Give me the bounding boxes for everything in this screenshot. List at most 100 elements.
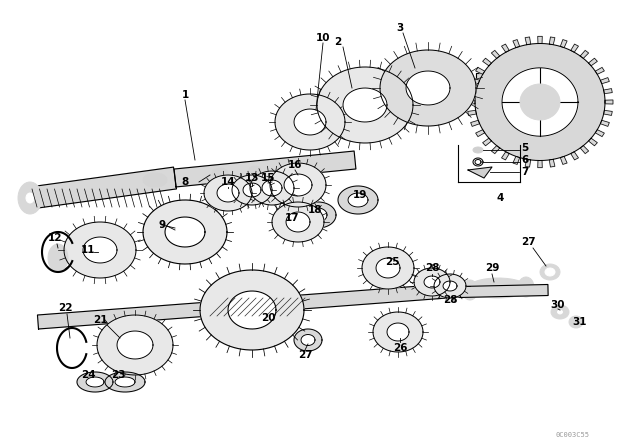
Text: 17: 17 bbox=[285, 213, 300, 223]
Polygon shape bbox=[476, 67, 484, 74]
Ellipse shape bbox=[557, 310, 563, 314]
Polygon shape bbox=[270, 163, 326, 207]
Polygon shape bbox=[309, 208, 327, 222]
Polygon shape bbox=[115, 377, 135, 387]
Polygon shape bbox=[549, 37, 555, 45]
Polygon shape bbox=[549, 159, 555, 167]
Polygon shape bbox=[204, 175, 252, 211]
Polygon shape bbox=[228, 291, 276, 329]
Text: 18: 18 bbox=[308, 205, 323, 215]
Text: 5: 5 bbox=[522, 143, 529, 153]
Text: 19: 19 bbox=[353, 190, 367, 200]
Text: 28: 28 bbox=[425, 263, 439, 273]
Text: 11: 11 bbox=[81, 245, 95, 255]
Ellipse shape bbox=[462, 280, 478, 300]
Text: 15: 15 bbox=[260, 173, 275, 183]
Text: 28: 28 bbox=[443, 295, 457, 305]
Polygon shape bbox=[595, 67, 604, 74]
Polygon shape bbox=[200, 270, 304, 350]
Polygon shape bbox=[561, 39, 567, 47]
Polygon shape bbox=[250, 171, 294, 205]
Ellipse shape bbox=[545, 268, 555, 276]
Text: 27: 27 bbox=[521, 237, 535, 247]
Polygon shape bbox=[467, 100, 475, 104]
Polygon shape bbox=[468, 167, 492, 178]
Polygon shape bbox=[286, 212, 310, 232]
Polygon shape bbox=[492, 50, 500, 58]
Polygon shape bbox=[117, 331, 153, 359]
Polygon shape bbox=[380, 50, 476, 126]
Polygon shape bbox=[301, 335, 315, 345]
Polygon shape bbox=[29, 167, 177, 209]
Polygon shape bbox=[217, 184, 239, 202]
Text: 26: 26 bbox=[393, 343, 407, 353]
Text: 4: 4 bbox=[496, 193, 504, 203]
Polygon shape bbox=[538, 36, 542, 43]
Polygon shape bbox=[502, 44, 509, 52]
Polygon shape bbox=[38, 283, 461, 329]
Ellipse shape bbox=[518, 277, 534, 297]
Polygon shape bbox=[502, 152, 509, 160]
Polygon shape bbox=[376, 258, 400, 278]
Ellipse shape bbox=[569, 316, 583, 328]
Polygon shape bbox=[476, 73, 508, 103]
Ellipse shape bbox=[218, 172, 222, 174]
Polygon shape bbox=[105, 372, 145, 392]
Polygon shape bbox=[468, 110, 476, 116]
Text: 0C003C55: 0C003C55 bbox=[555, 432, 589, 438]
Polygon shape bbox=[97, 315, 173, 375]
Ellipse shape bbox=[253, 169, 257, 171]
Ellipse shape bbox=[468, 278, 528, 298]
Text: 16: 16 bbox=[288, 160, 302, 170]
Polygon shape bbox=[502, 68, 578, 136]
Polygon shape bbox=[284, 174, 312, 196]
Ellipse shape bbox=[249, 166, 261, 174]
Polygon shape bbox=[589, 138, 597, 146]
Polygon shape bbox=[538, 160, 542, 168]
Ellipse shape bbox=[152, 178, 158, 182]
Polygon shape bbox=[580, 50, 589, 58]
Polygon shape bbox=[165, 217, 205, 247]
Polygon shape bbox=[373, 312, 423, 352]
Polygon shape bbox=[604, 110, 612, 116]
Ellipse shape bbox=[48, 244, 68, 272]
Polygon shape bbox=[424, 276, 440, 288]
Polygon shape bbox=[275, 94, 345, 150]
Ellipse shape bbox=[540, 264, 560, 280]
Polygon shape bbox=[294, 329, 322, 351]
Text: 22: 22 bbox=[58, 303, 72, 313]
Polygon shape bbox=[338, 186, 378, 214]
Text: 10: 10 bbox=[316, 33, 330, 43]
Polygon shape bbox=[513, 156, 520, 164]
Polygon shape bbox=[343, 88, 387, 122]
Text: 6: 6 bbox=[522, 155, 529, 165]
Text: 14: 14 bbox=[221, 177, 236, 187]
Text: 31: 31 bbox=[573, 317, 588, 327]
Polygon shape bbox=[232, 175, 272, 205]
Ellipse shape bbox=[26, 193, 34, 203]
Polygon shape bbox=[387, 323, 409, 341]
Polygon shape bbox=[174, 151, 356, 187]
Polygon shape bbox=[580, 146, 589, 154]
Ellipse shape bbox=[551, 305, 569, 319]
Ellipse shape bbox=[212, 168, 228, 178]
Text: 3: 3 bbox=[396, 23, 404, 33]
Text: 13: 13 bbox=[244, 173, 259, 183]
Polygon shape bbox=[243, 183, 261, 197]
Polygon shape bbox=[77, 372, 113, 392]
Polygon shape bbox=[294, 109, 326, 135]
Polygon shape bbox=[513, 39, 520, 47]
Polygon shape bbox=[414, 268, 450, 296]
Ellipse shape bbox=[473, 147, 483, 153]
Polygon shape bbox=[476, 129, 484, 137]
Polygon shape bbox=[595, 129, 604, 137]
Polygon shape bbox=[348, 193, 368, 207]
Polygon shape bbox=[64, 222, 136, 278]
Text: 7: 7 bbox=[522, 167, 529, 177]
Polygon shape bbox=[406, 71, 450, 105]
Polygon shape bbox=[475, 43, 605, 160]
Polygon shape bbox=[143, 200, 227, 264]
Polygon shape bbox=[483, 138, 492, 146]
Polygon shape bbox=[434, 274, 466, 298]
Text: 29: 29 bbox=[485, 263, 499, 273]
